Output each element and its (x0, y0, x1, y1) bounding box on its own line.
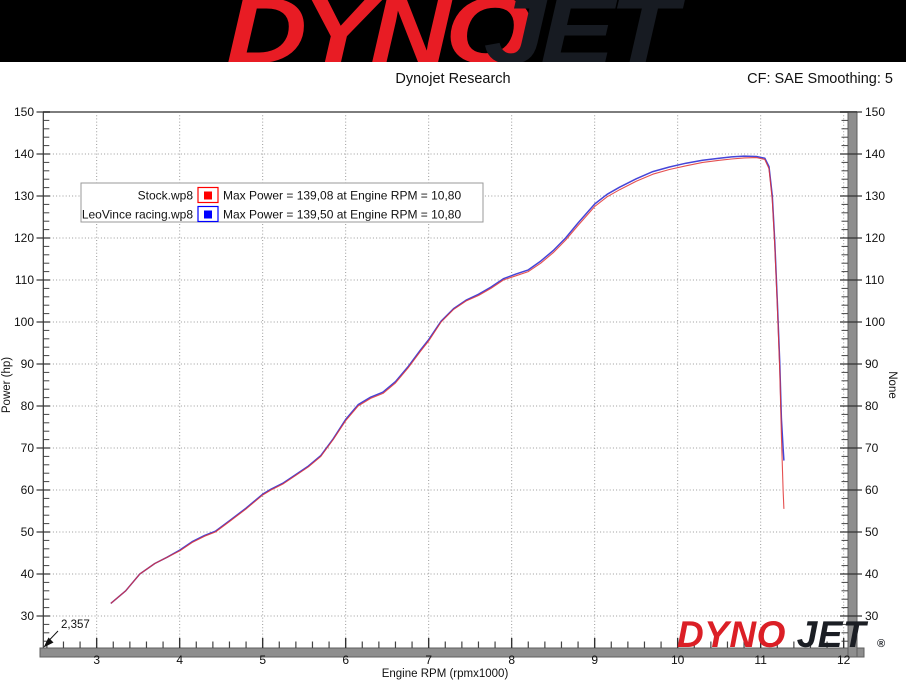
axes: 30 30 40 40 50 50 60 60 70 70 80 80 90 90 100 100 110 110… (14, 105, 885, 667)
x-tick-label-6: 6 (342, 653, 349, 667)
y-tick-label-60: 60 (21, 483, 35, 497)
y2-tick-label-120: 120 (865, 231, 885, 245)
origin-annotation: 2,357 (43, 619, 90, 648)
y-tick-label-50: 50 (21, 525, 35, 539)
legend-box (80, 182, 484, 223)
legend-maxpower-stock: Max Power = 139,08 at Engine RPM = 10,80 (223, 189, 461, 203)
legend-series-name-stock: Stock.wp8 (138, 189, 194, 203)
x-tick-label-12: 12 (837, 653, 851, 667)
y2-tick-label-150: 150 (865, 105, 885, 119)
y-tick-label-120: 120 (14, 231, 34, 245)
y-tick-label-110: 110 (15, 273, 34, 287)
x-tick-label-3: 3 (93, 653, 100, 667)
watermark-dyno-text: DYNO (677, 614, 786, 655)
legend-swatch-stock-fill (204, 191, 212, 200)
x-tick-label-9: 9 (591, 653, 598, 667)
y2-tick-label-100: 100 (865, 315, 885, 329)
y-tick-label-130: 130 (14, 189, 34, 203)
x-tick-label-8: 8 (508, 653, 515, 667)
legend-series-name-leovince: LeoVince racing.wp8 (82, 208, 194, 222)
y2-tick-label-30: 30 (865, 609, 879, 623)
y-tick-label-80: 80 (21, 399, 35, 413)
y-tick-label-70: 70 (21, 441, 35, 455)
x-tick-label-4: 4 (176, 653, 183, 667)
curve-leovince (110, 155, 785, 604)
y2-tick-label-50: 50 (865, 525, 879, 539)
y2-tick-label-140: 140 (865, 147, 885, 161)
top-banner: DYNO JET (0, 0, 906, 62)
power-curves (110, 155, 785, 604)
correction-factor-label: CF: SAE Smoothing: 5 (747, 71, 893, 87)
dynojet-watermark: DYNO JET ® (677, 614, 886, 655)
dynojet-logo: DYNO JET (226, 0, 677, 62)
y2-tick-label-130: 130 (865, 189, 885, 203)
watermark-jet-text: JET (797, 614, 869, 655)
y-tick-label-30: 30 (21, 609, 35, 623)
dynojet-logo-jet-text: JET (483, 0, 677, 62)
y-tick-label-150: 150 (14, 105, 34, 119)
power-chart: Stock.wp8 Max Power = 139,08 at Engine R… (1, 105, 898, 680)
x-tick-label-10: 10 (671, 653, 685, 667)
y2-tick-label-60: 60 (865, 483, 879, 497)
legend-maxpower-leovince: Max Power = 139,50 at Engine RPM = 10,80 (223, 208, 461, 222)
right-axis-bar (847, 111, 858, 658)
x-tick-label-11: 11 (754, 653, 767, 667)
dynojet-logo-dyno-text: DYNO (226, 0, 532, 62)
x-tick-label-5: 5 (259, 653, 266, 667)
y-axis-title: Power (hp) (1, 357, 13, 413)
y-tick-label-40: 40 (21, 567, 35, 581)
x-axis-title: Engine RPM (rpmx1000) (382, 668, 509, 680)
y2-tick-label-40: 40 (865, 567, 879, 581)
watermark-registered-icon: ® (877, 638, 886, 650)
legend-swatch-leovince-fill (204, 210, 212, 219)
y2-axis-title: None (886, 371, 898, 399)
y2-tick-label-90: 90 (865, 357, 879, 371)
bottom-axis-bar (39, 647, 865, 658)
y-tick-label-100: 100 (14, 315, 34, 329)
y-tick-label-140: 140 (14, 147, 34, 161)
x-tick-label-7: 7 (425, 653, 432, 667)
y2-tick-label-70: 70 (865, 441, 879, 455)
y2-tick-label-110: 110 (865, 273, 884, 287)
annotation-arrow-head (43, 637, 54, 648)
y-tick-label-90: 90 (21, 357, 35, 371)
chart-title: Dynojet Research (395, 71, 511, 87)
y2-tick-label-80: 80 (865, 399, 879, 413)
origin-rpm-value: 2,357 (61, 619, 90, 631)
curve-stock (110, 157, 785, 604)
legend: Stock.wp8 Max Power = 139,08 at Engine R… (80, 182, 484, 223)
chart-header-row: Dynojet Research CF: SAE Smoothing: 5 (0, 62, 906, 100)
